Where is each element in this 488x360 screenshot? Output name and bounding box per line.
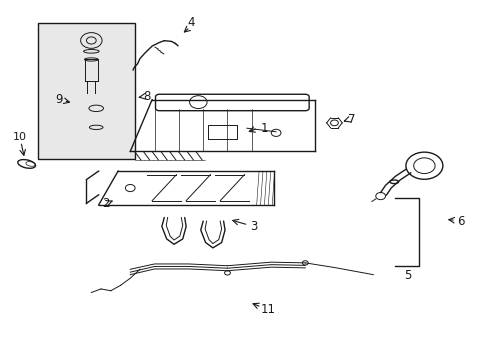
Text: 2: 2 [102, 197, 109, 210]
Text: 5: 5 [403, 269, 410, 282]
Text: 7: 7 [347, 113, 354, 126]
Text: 3: 3 [250, 220, 257, 233]
Text: 1: 1 [260, 122, 267, 135]
Text: 9: 9 [55, 93, 62, 106]
Text: 11: 11 [260, 303, 275, 316]
Text: 6: 6 [456, 215, 464, 228]
Text: 4: 4 [187, 16, 194, 29]
Text: 10: 10 [13, 132, 27, 142]
Bar [38, 23, 135, 158]
Text: 8: 8 [143, 90, 151, 103]
